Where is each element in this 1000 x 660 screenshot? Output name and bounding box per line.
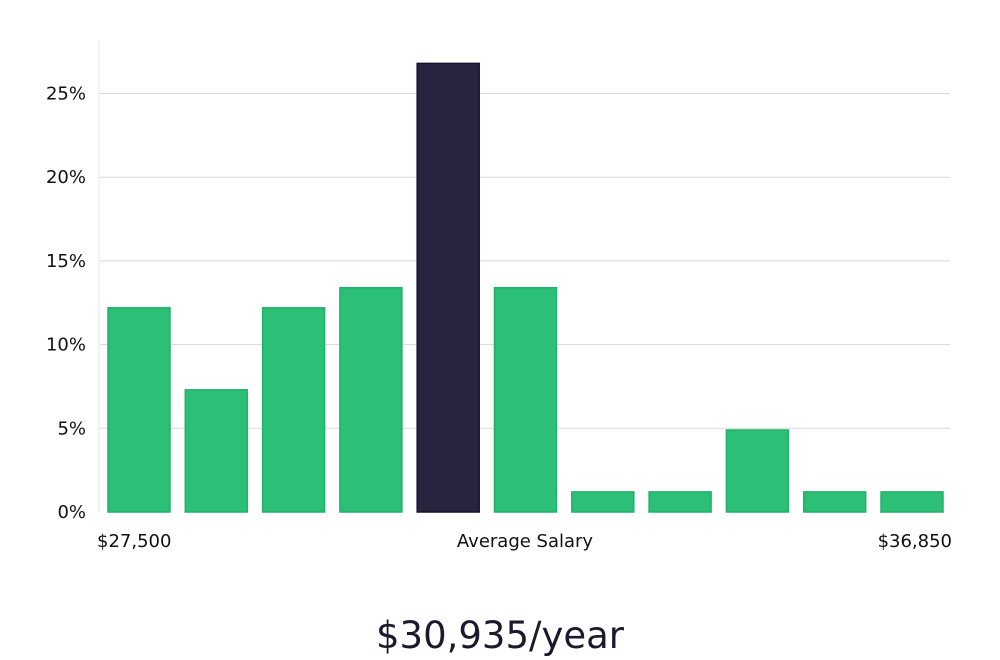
y-tick-label: 20%	[46, 167, 86, 188]
bar	[107, 307, 171, 513]
grid-lines	[100, 93, 950, 429]
bar	[802, 491, 867, 513]
y-tick-label: 5%	[57, 418, 86, 439]
bar	[261, 307, 326, 513]
y-tick-label: 15%	[46, 251, 86, 272]
y-tick-label: 25%	[46, 84, 86, 105]
bar	[339, 286, 403, 513]
bar-average-highlight	[416, 62, 480, 513]
y-tick-label: 0%	[57, 502, 86, 523]
bars	[107, 62, 944, 513]
bar	[725, 429, 790, 513]
x-label-left: $27,500	[97, 531, 171, 552]
bar	[571, 491, 635, 513]
x-label-center: Average Salary	[457, 531, 594, 552]
bar	[493, 286, 558, 513]
average-salary-caption: $30,935/year	[376, 614, 625, 657]
bar	[880, 491, 944, 513]
bar	[648, 491, 712, 513]
y-axis-ticks: 0% 5% 10% 15% 20% 25%	[46, 84, 86, 524]
y-tick-label: 10%	[46, 335, 86, 356]
x-label-right: $36,850	[878, 531, 952, 552]
bar	[184, 389, 249, 513]
